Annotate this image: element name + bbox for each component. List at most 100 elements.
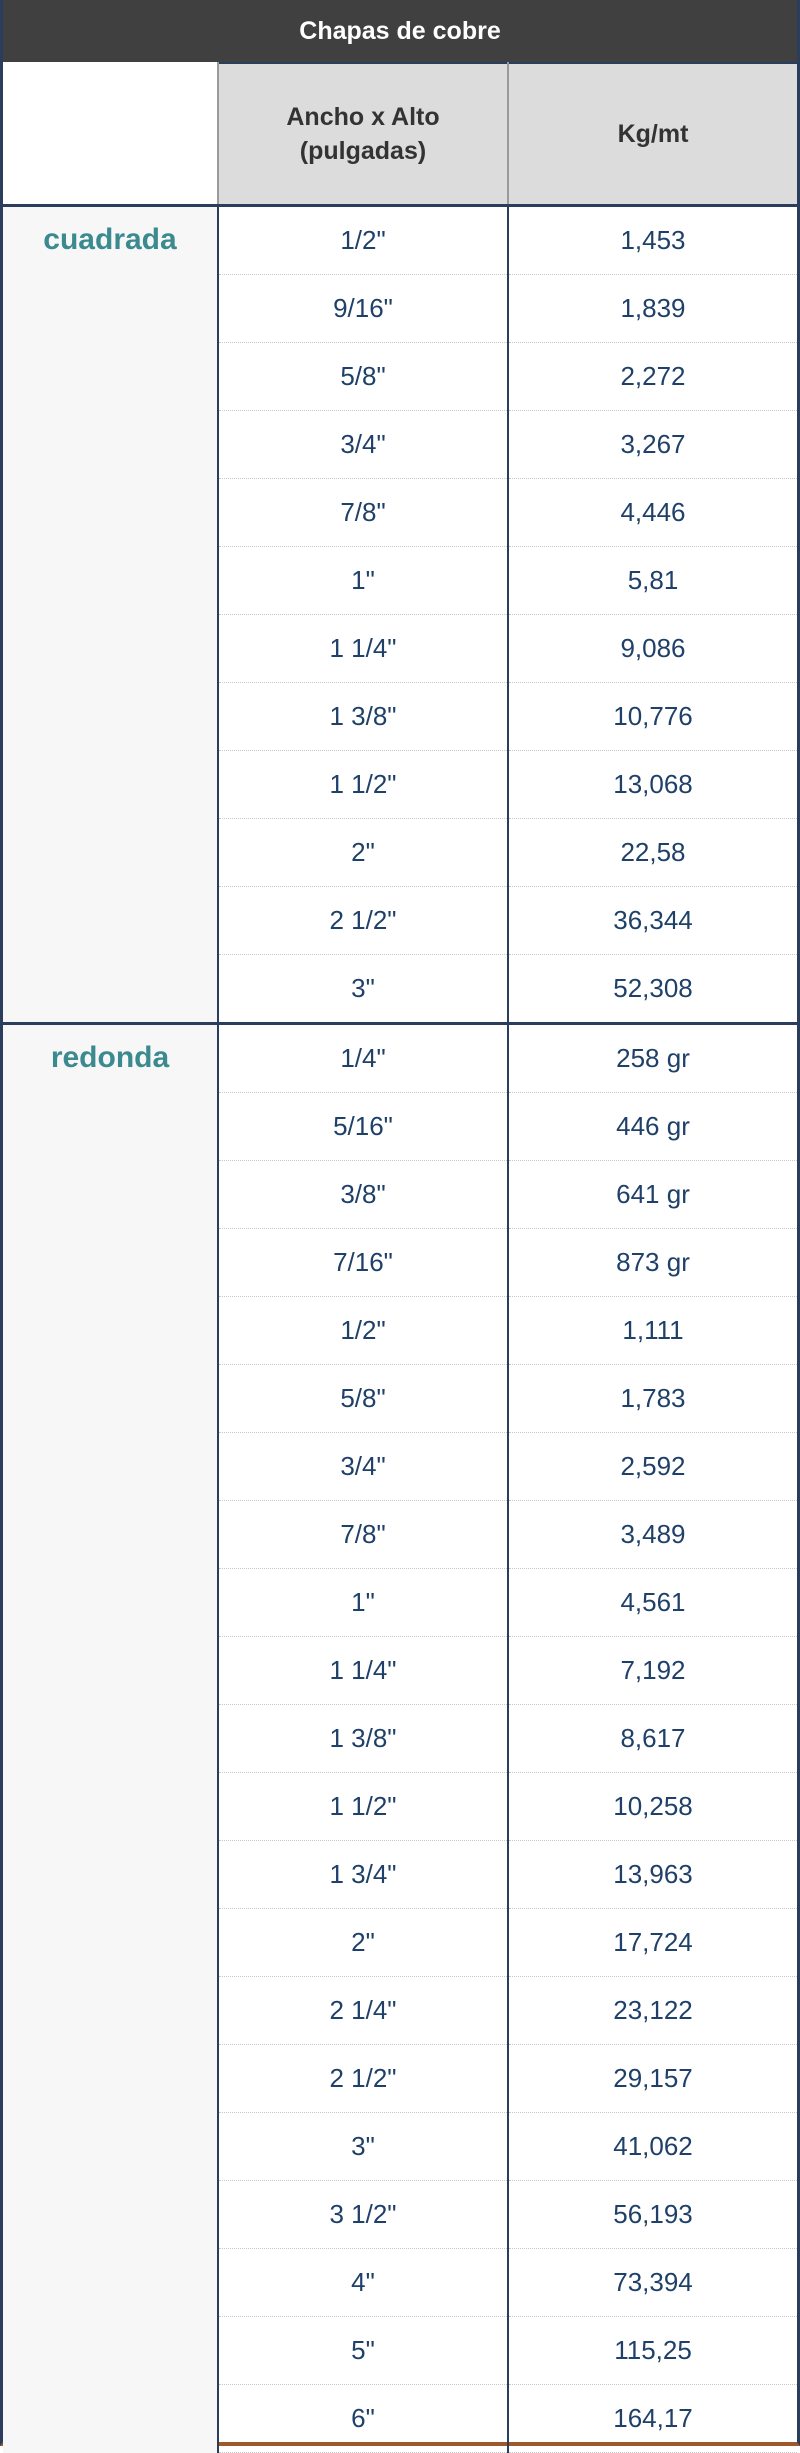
weight-cell: 3,267 <box>507 410 797 479</box>
size-cell: 7/8" <box>217 1500 508 1569</box>
table-row: 9/16" 1,839 <box>3 274 797 343</box>
table-row: 3 1/2" 56,193 <box>3 2180 797 2249</box>
table-row: 2 1/2" 29,157 <box>3 2044 797 2113</box>
table-row: 7/8" 3,489 <box>3 1500 797 1569</box>
weight-cell: 115,25 <box>507 2316 797 2385</box>
weight-cell: 3,489 <box>507 1500 797 1569</box>
table-row: 1 3/4" 13,963 <box>3 1840 797 1909</box>
size-cell: 2 1/2" <box>217 2044 508 2113</box>
size-cell: 6" <box>217 2384 508 2453</box>
size-cell: 5/8" <box>217 342 508 411</box>
table-row: 1" 4,561 <box>3 1568 797 1637</box>
table-row: 5/8" 1,783 <box>3 1364 797 1433</box>
weight-cell: 36,344 <box>507 886 797 955</box>
weight-cell: 22,58 <box>507 818 797 887</box>
weight-cell: 13,963 <box>507 1840 797 1909</box>
weight-cell: 13,068 <box>507 750 797 819</box>
size-cell: 1/4" <box>217 1022 508 1093</box>
size-cell: 1 3/4" <box>217 1840 508 1909</box>
table-row: 5/8" 2,272 <box>3 342 797 411</box>
table-title: Chapas de cobre <box>3 0 797 62</box>
table-row: 3/4" 2,592 <box>3 1432 797 1501</box>
weight-cell: 23,122 <box>507 1976 797 2045</box>
size-cell: 3 1/2" <box>217 2180 508 2249</box>
table-row: 2 1/4" 23,122 <box>3 1976 797 2045</box>
table-row: 2 1/2" 36,344 <box>3 886 797 955</box>
table-row: 5/16" 446 gr <box>3 1092 797 1161</box>
header-weight: Kg/mt <box>507 62 797 206</box>
size-cell: 1/2" <box>217 1296 508 1365</box>
weight-cell: 1,839 <box>507 274 797 343</box>
size-cell: 3/8" <box>217 1160 508 1229</box>
copper-sheet-table: Ancho x Alto (pulgadas) Kg/mt cuadrada 1/2… <box>3 62 797 2453</box>
table-row: 1 1/2" 10,258 <box>3 1772 797 1841</box>
weight-cell: 9,086 <box>507 614 797 683</box>
size-cell: 5/8" <box>217 1364 508 1433</box>
size-cell: 3" <box>217 954 508 1024</box>
table-row: 1/2" 1,111 <box>3 1296 797 1365</box>
table-row: 3" 41,062 <box>3 2112 797 2181</box>
table-row: 4" 73,394 <box>3 2248 797 2317</box>
table-row: 2" 17,724 <box>3 1908 797 1977</box>
size-cell: 5/16" <box>217 1092 508 1161</box>
header-size-line2: (pulgadas) <box>299 137 427 165</box>
size-cell: 9/16" <box>217 274 508 343</box>
group-label-redonda: redonda <box>3 1022 218 2453</box>
weight-cell: 873 gr <box>507 1228 797 1297</box>
weight-cell: 17,724 <box>507 1908 797 1977</box>
weight-cell: 8,617 <box>507 1704 797 1773</box>
weight-cell: 164,17 <box>507 2384 797 2453</box>
weight-cell: 52,308 <box>507 954 797 1024</box>
size-cell: 1 1/4" <box>217 614 508 683</box>
header-size-line1: Ancho x Alto <box>286 103 440 131</box>
table-row: 5" 115,25 <box>3 2316 797 2385</box>
size-cell: 3/4" <box>217 410 508 479</box>
size-cell: 1" <box>217 546 508 615</box>
table-row: 3" 52,308 <box>3 954 797 1024</box>
size-cell: 7/8" <box>217 478 508 547</box>
header-row: Ancho x Alto (pulgadas) Kg/mt <box>3 62 797 206</box>
size-cell: 1" <box>217 1568 508 1637</box>
weight-cell: 29,157 <box>507 2044 797 2113</box>
group-label-cuadrada: cuadrada <box>3 204 218 1024</box>
size-cell: 1/2" <box>217 204 508 275</box>
weight-cell: 1,453 <box>507 204 797 275</box>
table-row: 1 3/8" 8,617 <box>3 1704 797 1773</box>
table-body: cuadrada 1/2" 1,453 9/16" 1,839 5/8" 2,272 3/4"… <box>3 204 797 2453</box>
weight-cell: 4,446 <box>507 478 797 547</box>
table-row: 1 1/2" 13,068 <box>3 750 797 819</box>
table-row: 1 3/8" 10,776 <box>3 682 797 751</box>
size-cell: 3" <box>217 2112 508 2181</box>
weight-cell: 2,272 <box>507 342 797 411</box>
weight-cell: 446 gr <box>507 1092 797 1161</box>
size-cell: 2" <box>217 818 508 887</box>
weight-cell: 56,193 <box>507 2180 797 2249</box>
table-row: 2" 22,58 <box>3 818 797 887</box>
weight-cell: 10,776 <box>507 682 797 751</box>
size-cell: 1 1/4" <box>217 1636 508 1705</box>
weight-cell: 2,592 <box>507 1432 797 1501</box>
header-size: Ancho x Alto (pulgadas) <box>217 62 509 206</box>
weight-cell: 5,81 <box>507 546 797 615</box>
table-row: 6" 164,17 <box>3 2384 797 2453</box>
weight-cell: 1,783 <box>507 1364 797 1433</box>
size-cell: 2 1/2" <box>217 886 508 955</box>
table-row: 1 1/4" 7,192 <box>3 1636 797 1705</box>
weight-cell: 73,394 <box>507 2248 797 2317</box>
table-row: 3/8" 641 gr <box>3 1160 797 1229</box>
table-row: 1 1/4" 9,086 <box>3 614 797 683</box>
header-blank-cell <box>3 63 219 206</box>
table-row: cuadrada 1/2" 1,453 <box>3 204 797 1024</box>
table-row: 7/8" 4,446 <box>3 478 797 547</box>
size-cell: 7/16" <box>217 1228 508 1297</box>
size-cell: 1 1/2" <box>217 750 508 819</box>
table-row: redonda 1/4" 258 gr <box>3 1022 797 2453</box>
weight-cell: 1,111 <box>507 1296 797 1365</box>
size-cell: 3/4" <box>217 1432 508 1501</box>
table-row: 1" 5,81 <box>3 546 797 615</box>
weight-cell: 4,561 <box>507 1568 797 1637</box>
weight-cell: 10,258 <box>507 1772 797 1841</box>
size-cell: 5" <box>217 2316 508 2385</box>
weight-cell: 7,192 <box>507 1636 797 1705</box>
